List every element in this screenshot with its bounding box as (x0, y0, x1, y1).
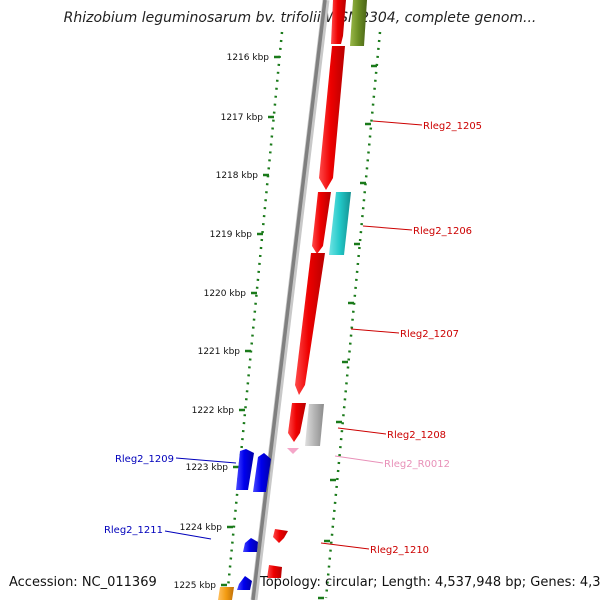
ruler-label-t1221: 1221 kbp (198, 347, 241, 357)
leader-1205 (372, 120, 423, 126)
gene-1208b-gray[interactable] (305, 404, 324, 446)
gene-1209a-arrow[interactable] (236, 449, 254, 490)
ruler-label-t1216: 1216 kbp (227, 53, 270, 63)
gene-1210-arrow[interactable] (273, 529, 288, 543)
ruler-line-right (324, 31, 382, 599)
leader-R0012 (334, 455, 384, 464)
ruler-label-t1224: 1224 kbp (180, 523, 223, 533)
gene-1206b-cyan[interactable] (329, 192, 351, 255)
ruler-label-t1223: 1223 kbp (186, 463, 229, 473)
gene-1208-arrow[interactable] (288, 403, 306, 442)
gene-label-1209[interactable]: Rleg2_1209 (115, 454, 174, 465)
gene-1209b-arrow[interactable] (253, 453, 271, 492)
leader-1210 (320, 542, 370, 550)
gene-1206-arrow[interactable] (312, 192, 331, 254)
leader-1211 (164, 530, 212, 540)
gene-1211-arrow[interactable] (243, 538, 258, 552)
gene-label-1210[interactable]: Rleg2_1210 (370, 545, 429, 556)
gene-label-1206[interactable]: Rleg2_1206 (413, 226, 472, 237)
gene-olive-arrow[interactable] (350, 0, 367, 46)
gene-next-blue-arrow[interactable] (237, 576, 252, 590)
gene-label-R0012[interactable]: Rleg2_R0012 (384, 459, 450, 470)
ruler-label-t1222: 1222 kbp (192, 406, 235, 416)
ruler-ticks: 1216 kbp 1217 kbp 1218 kbp 1219 kbp 1220 kbp… (174, 53, 377, 600)
genome-backbone (251, 0, 327, 600)
gene-R0012-marker[interactable] (287, 448, 299, 454)
leader-1209 (175, 457, 237, 464)
gene-orange-arrow[interactable] (218, 587, 234, 600)
map-title: Rhizobium leguminosarum bv. trifolii WSM… (63, 10, 537, 26)
gene-label-1205[interactable]: Rleg2_1205 (423, 121, 482, 132)
ruler-label-t1220: 1220 kbp (204, 289, 247, 299)
ruler-label-t1225: 1225 kbp (174, 581, 217, 591)
ruler-label-t1219: 1219 kbp (210, 230, 253, 240)
ruler-label-t1217: 1217 kbp (221, 113, 264, 123)
ruler-label-t1218: 1218 kbp (216, 171, 259, 181)
leader-1207 (350, 328, 400, 334)
topology-text: Topology: circular; Length: 4,537,948 bp… (260, 575, 600, 590)
leader-1208 (337, 427, 387, 435)
gene-next-red-arrow[interactable] (267, 565, 282, 578)
gene-1205-arrow[interactable] (319, 46, 345, 190)
ruler-line-left (225, 31, 284, 599)
gene-label-1211[interactable]: Rleg2_1211 (104, 525, 163, 536)
gene-label-1207[interactable]: Rleg2_1207 (400, 329, 459, 340)
leader-1206 (362, 225, 413, 231)
gene-1204-arrow[interactable] (331, 0, 346, 44)
gene-1207-arrow[interactable] (295, 253, 325, 395)
accession-text: Accession: NC_011369 (9, 575, 157, 590)
gene-label-1208[interactable]: Rleg2_1208 (387, 430, 446, 441)
